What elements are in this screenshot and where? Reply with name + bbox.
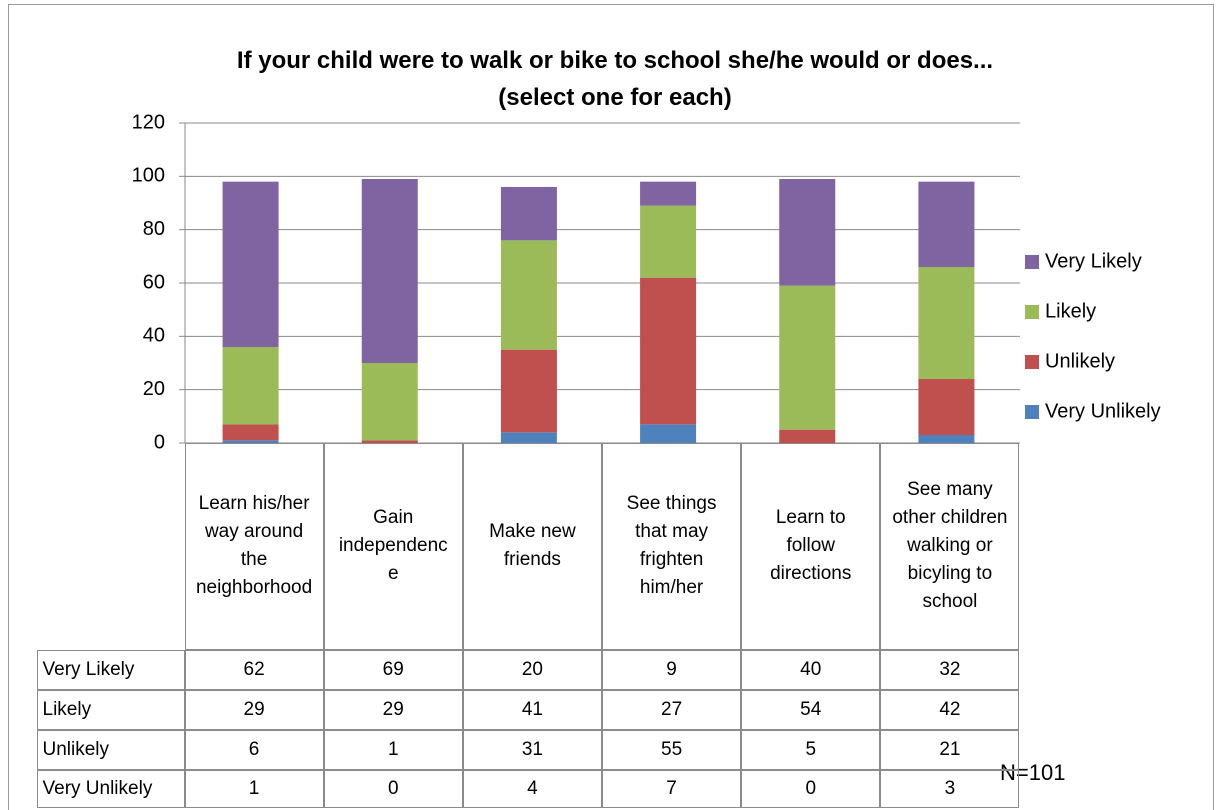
bar-segment bbox=[500, 432, 557, 443]
bar-segment bbox=[779, 285, 836, 430]
table-value: 32 bbox=[880, 649, 1020, 690]
category-label: Learn to follow directions bbox=[741, 442, 881, 650]
note: N=101 bbox=[1000, 760, 1066, 785]
table-value: 54 bbox=[741, 689, 881, 730]
category-label: See many other children walking or bicyl… bbox=[880, 442, 1020, 650]
table-value: 31 bbox=[462, 729, 602, 770]
table-value: 1 bbox=[184, 769, 324, 808]
table-value: 41 bbox=[462, 689, 602, 730]
table-value: 40 bbox=[741, 649, 881, 690]
table-value: 42 bbox=[880, 689, 1020, 730]
table-value: 4 bbox=[462, 769, 602, 808]
bar-segment bbox=[222, 181, 279, 347]
table-value: 9 bbox=[602, 649, 742, 690]
chart-title: If your child were to walk or bike to sc… bbox=[236, 47, 994, 111]
bar-segment bbox=[500, 240, 557, 350]
bar-segment bbox=[640, 181, 697, 206]
table-value: 62 bbox=[184, 649, 324, 690]
table-value: 55 bbox=[602, 729, 742, 770]
table-value: 29 bbox=[323, 689, 463, 730]
legend-label: Likely bbox=[1045, 300, 1096, 322]
y-tick-label: 20 bbox=[143, 378, 165, 400]
y-tick-label: 0 bbox=[154, 431, 165, 453]
bar-segment bbox=[640, 277, 697, 425]
bar-segment bbox=[222, 440, 279, 443]
legend-swatch bbox=[1025, 305, 1039, 319]
legend-label: Very Unlikely bbox=[1045, 400, 1161, 422]
bar-segment bbox=[918, 267, 975, 379]
row-label: Unlikely bbox=[36, 729, 185, 770]
bar-segment bbox=[222, 347, 279, 425]
category-label: Gain independence bbox=[323, 442, 463, 650]
bar-segment bbox=[500, 349, 557, 433]
bar-segment bbox=[918, 379, 975, 435]
y-tick-label: 120 bbox=[132, 111, 165, 133]
table-value: 21 bbox=[880, 729, 1020, 770]
bar-segment bbox=[361, 440, 418, 443]
row-label: Very Unlikely bbox=[36, 769, 185, 808]
table-value: 5 bbox=[741, 729, 881, 770]
y-tick-label: 100 bbox=[132, 165, 165, 187]
bar-segment bbox=[361, 179, 418, 363]
frame bbox=[8, 4, 1214, 810]
bar-segment bbox=[779, 179, 836, 286]
table-value: 0 bbox=[741, 769, 881, 808]
table-value: 69 bbox=[323, 649, 463, 690]
category-label: See things that may frighten him/her bbox=[602, 442, 742, 650]
legend-label: Very Likely bbox=[1045, 250, 1142, 272]
table-value: 0 bbox=[323, 769, 463, 808]
legend-swatch bbox=[1025, 355, 1039, 369]
table-value: 29 bbox=[184, 689, 324, 730]
legend-label: Unlikely bbox=[1045, 350, 1115, 372]
legend-swatch bbox=[1025, 255, 1039, 269]
bar-segment bbox=[640, 205, 697, 278]
y-tick-label: 80 bbox=[143, 218, 165, 240]
category-label: Make new friends bbox=[462, 442, 602, 650]
bar-segment bbox=[640, 424, 697, 443]
bar-segment bbox=[500, 187, 557, 241]
y-tick-label: 60 bbox=[143, 271, 165, 293]
table-value: 7 bbox=[602, 769, 742, 808]
row-label: Likely bbox=[36, 689, 185, 730]
table-value: 20 bbox=[462, 649, 602, 690]
y-tick-label: 40 bbox=[143, 325, 165, 347]
table-value: 3 bbox=[880, 769, 1020, 808]
category-label: Learn his/her way around the neighborhoo… bbox=[184, 442, 324, 650]
bar-segment bbox=[361, 363, 418, 441]
table-value: 6 bbox=[184, 729, 324, 770]
legend-swatch bbox=[1025, 405, 1039, 419]
bar-segment bbox=[918, 181, 975, 267]
table-value: 27 bbox=[602, 689, 742, 730]
table-value: 1 bbox=[323, 729, 463, 770]
bar-segment bbox=[918, 435, 975, 443]
bar-segment bbox=[779, 429, 836, 443]
bar-segment bbox=[222, 424, 279, 441]
row-label: Very Likely bbox=[36, 649, 185, 690]
